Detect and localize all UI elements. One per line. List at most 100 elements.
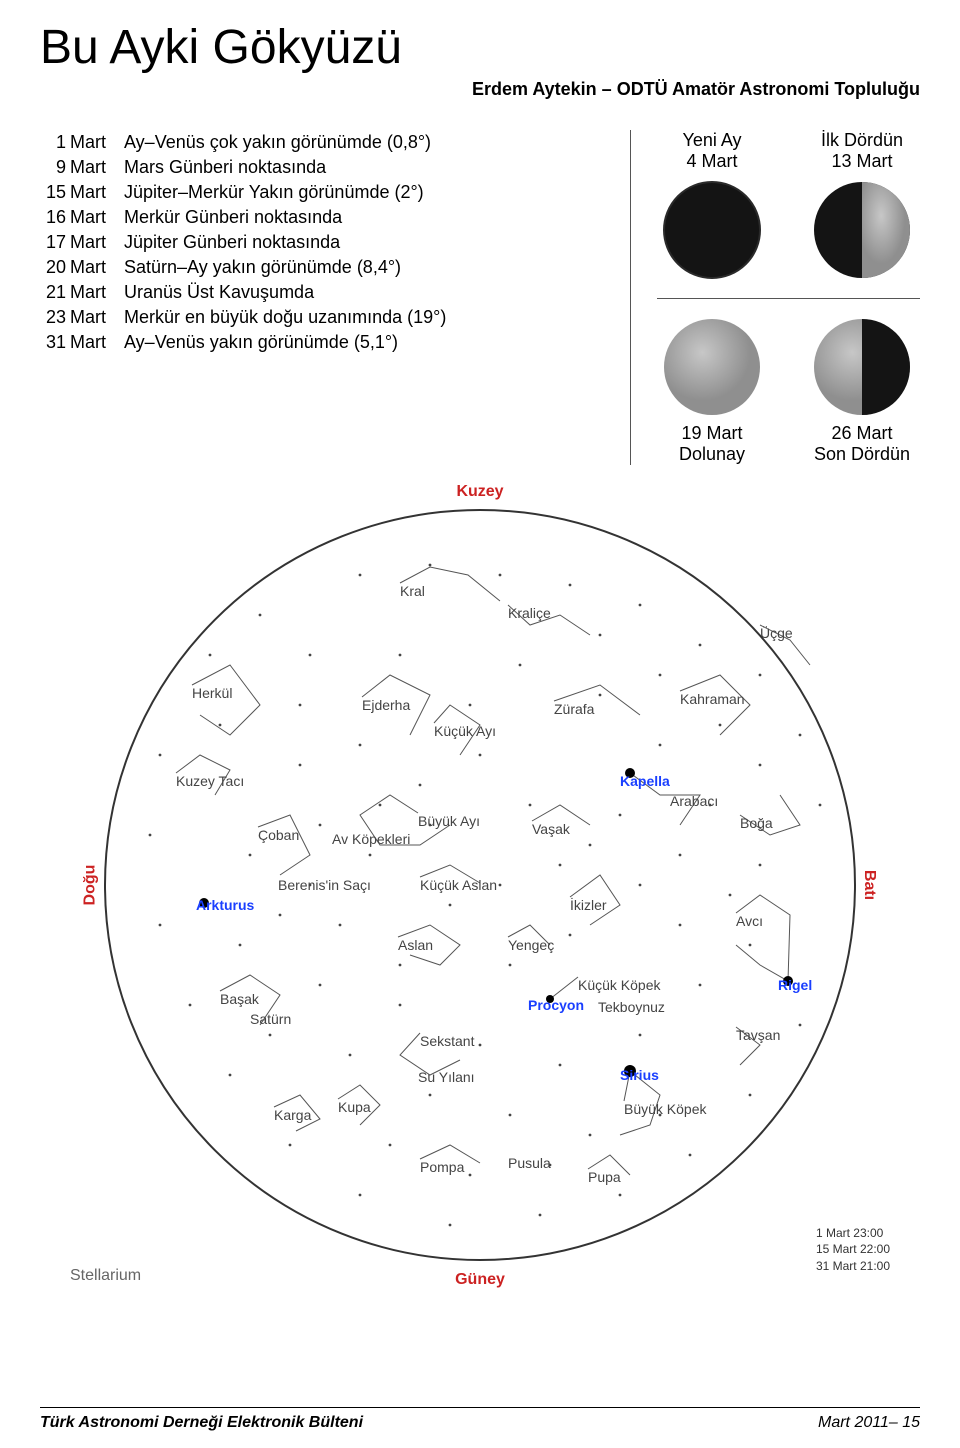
moon-phase-date: 19 Mart xyxy=(657,423,767,444)
constellation-label: Boğa xyxy=(740,815,773,831)
constellation-label: Kral xyxy=(400,583,425,599)
event-month: Mart xyxy=(70,155,124,180)
constellation-label: İkizler xyxy=(570,897,607,913)
constellation-label: Pompa xyxy=(420,1159,464,1175)
page-subtitle: Erdem Aytekin – ODTÜ Amatör Astronomi To… xyxy=(40,79,920,100)
event-month: Mart xyxy=(70,255,124,280)
moon-phase-date: 13 Mart xyxy=(807,151,917,172)
constellation-label: Rigel xyxy=(778,977,812,993)
chart-time: 15 Mart 22:00 xyxy=(816,1241,890,1258)
constellation-label: Av Köpekleri xyxy=(332,831,410,847)
moon-icon xyxy=(812,180,912,280)
event-row: 23MartMerkür en büyük doğu uzanımında (1… xyxy=(40,305,452,330)
moon-phase-name: Son Dördün xyxy=(807,444,917,465)
constellation-label: Sekstant xyxy=(420,1033,474,1049)
constellation-label: Küçük Ayı xyxy=(434,723,496,739)
event-desc: Merkür Günberi noktasında xyxy=(124,205,452,230)
moon-icon xyxy=(662,317,762,417)
constellation-label: Ejderha xyxy=(362,697,410,713)
event-desc: Jüpiter–Merkür Yakın görünümde (2°) xyxy=(124,180,452,205)
constellation-label: Avcı xyxy=(736,913,763,929)
event-desc: Ay–Venüs çok yakın görünümde (0,8°) xyxy=(124,130,452,155)
constellation-label: Pusula xyxy=(508,1155,551,1171)
constellation-label: Arabacı xyxy=(670,793,718,809)
cardinal-west: Batı xyxy=(860,870,878,900)
event-day: 20 xyxy=(40,255,70,280)
footer-left: Türk Astronomi Derneği Elektronik Bülten… xyxy=(40,1414,363,1432)
constellation-label: Pupa xyxy=(588,1169,621,1185)
events-list: 1MartAy–Venüs çok yakın görünümde (0,8°)… xyxy=(40,130,600,465)
footer-right: Mart 2011– 15 xyxy=(818,1414,920,1432)
event-desc: Ay–Venüs yakın görünümde (5,1°) xyxy=(124,330,452,355)
constellation-label: Karga xyxy=(274,1107,311,1123)
constellation-label: Arkturus xyxy=(196,897,254,913)
moon-icon xyxy=(812,317,912,417)
event-row: 31MartAy–Venüs yakın görünümde (5,1°) xyxy=(40,330,452,355)
constellation-label: Satürn xyxy=(250,1011,291,1027)
event-day: 21 xyxy=(40,280,70,305)
event-day: 17 xyxy=(40,230,70,255)
divider xyxy=(657,298,920,299)
moon-phase-date: 26 Mart xyxy=(807,423,917,444)
constellation-label: Sirius xyxy=(620,1067,659,1083)
cardinal-north: Kuzey xyxy=(456,483,503,501)
event-month: Mart xyxy=(70,130,124,155)
constellation-label: Kraliçe xyxy=(508,605,551,621)
event-day: 31 xyxy=(40,330,70,355)
constellation-label: Yengeç xyxy=(508,937,554,953)
event-desc: Mars Günberi noktasında xyxy=(124,155,452,180)
event-row: 15MartJüpiter–Merkür Yakın görünümde (2°… xyxy=(40,180,452,205)
constellation-label: Kapella xyxy=(620,773,670,789)
event-month: Mart xyxy=(70,180,124,205)
event-day: 16 xyxy=(40,205,70,230)
constellation-label: Büyük Köpek xyxy=(624,1101,707,1117)
cardinal-east: Doğu xyxy=(81,865,99,906)
page-title: Bu Ayki Gökyüzü xyxy=(40,20,920,75)
moon-phase-name: İlk Dördün xyxy=(807,130,917,151)
event-day: 15 xyxy=(40,180,70,205)
constellation-label: Zürafa xyxy=(554,701,594,717)
chart-time: 1 Mart 23:00 xyxy=(816,1225,890,1242)
constellation-label: Başak xyxy=(220,991,259,1007)
page-footer: Türk Astronomi Derneği Elektronik Bülten… xyxy=(40,1407,920,1432)
event-row: 1MartAy–Venüs çok yakın görünümde (0,8°) xyxy=(40,130,452,155)
event-desc: Jüpiter Günberi noktasında xyxy=(124,230,452,255)
event-month: Mart xyxy=(70,205,124,230)
event-desc: Uranüs Üst Kavuşumda xyxy=(124,280,452,305)
event-month: Mart xyxy=(70,305,124,330)
constellation-label: Üçge xyxy=(760,625,793,641)
chart-time: 31 Mart 21:00 xyxy=(816,1258,890,1275)
event-desc: Merkür en büyük doğu uzanımında (19°) xyxy=(124,305,452,330)
constellation-label: Kuzey Tacı xyxy=(176,773,244,789)
event-row: 20MartSatürn–Ay yakın görünümde (8,4°) xyxy=(40,255,452,280)
star-chart: Kuzey Güney Doğu Batı Stellarium 1 Mart … xyxy=(100,505,860,1265)
event-day: 9 xyxy=(40,155,70,180)
moon-phase-name: Dolunay xyxy=(657,444,767,465)
event-month: Mart xyxy=(70,280,124,305)
event-row: 16MartMerkür Günberi noktasında xyxy=(40,205,452,230)
event-row: 17MartJüpiter Günberi noktasında xyxy=(40,230,452,255)
constellation-label: Tekboynuz xyxy=(598,999,665,1015)
moon-icon xyxy=(662,180,762,280)
event-row: 9MartMars Günberi noktasında xyxy=(40,155,452,180)
constellation-label: Su Yılanı xyxy=(418,1069,475,1085)
event-month: Mart xyxy=(70,330,124,355)
constellation-label: Küçük Köpek xyxy=(578,977,661,993)
constellation-label: Çoban xyxy=(258,827,299,843)
stellarium-credit: Stellarium xyxy=(70,1267,141,1285)
constellation-label: Berenis'in Saçı xyxy=(278,877,371,893)
cardinal-south: Güney xyxy=(455,1271,505,1289)
constellation-label: Küçük Aslan xyxy=(420,877,497,893)
constellation-label: Kahraman xyxy=(680,691,745,707)
constellation-label: Vaşak xyxy=(532,821,570,837)
moon-phase-name: Yeni Ay xyxy=(657,130,767,151)
event-desc: Satürn–Ay yakın görünümde (8,4°) xyxy=(124,255,452,280)
event-day: 23 xyxy=(40,305,70,330)
constellation-label: Herkül xyxy=(192,685,232,701)
constellation-label: Aslan xyxy=(398,937,433,953)
constellation-label: Tavşan xyxy=(736,1027,780,1043)
moon-phase-panel: Yeni Ay 4 Mart İlk Dördün 13 Mart 19 Mar… xyxy=(630,130,920,465)
chart-times: 1 Mart 23:0015 Mart 22:0031 Mart 21:00 xyxy=(816,1225,890,1275)
moon-phase-date: 4 Mart xyxy=(657,151,767,172)
event-day: 1 xyxy=(40,130,70,155)
